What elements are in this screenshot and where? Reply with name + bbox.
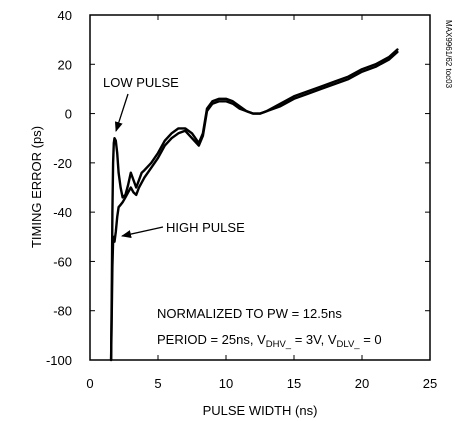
series-layer [109,48,399,362]
y-tick-label: -40 [53,205,72,220]
x-tick-label: 20 [355,376,369,391]
high-pulse-label: HIGH PULSE [166,220,245,235]
x-tick-label: 0 [86,376,93,391]
y-tick-label: -60 [53,254,72,269]
x-axis-ticks: 0 5 10 15 20 25 [86,15,437,391]
period-note: PERIOD = 25ns, VDHV_ = 3V, VDLV_ = 0 [157,332,382,350]
x-tick-label: 25 [423,376,437,391]
x-tick-label: 10 [219,376,233,391]
y-tick-label: -80 [53,304,72,319]
figure-id: MAX9961/62 toc03 [444,20,453,89]
dhv-subscript: DHV_ [266,339,292,350]
x-tick-label: 5 [154,376,161,391]
y-tick-label: 40 [58,8,72,23]
x-axis-title: PULSE WIDTH (ns) [203,403,318,418]
y-tick-label: 0 [65,107,72,122]
x-tick-label: 15 [287,376,301,391]
y-tick-label: -100 [46,353,72,368]
high-pulse-series-line [109,50,399,362]
normalization-note: NORMALIZED TO PW = 12.5ns [157,306,342,321]
dhv-value: = 3V, V [291,332,337,347]
y-axis-ticks: -100 -80 -60 -40 -20 0 20 40 [46,8,430,368]
dlv-subscript: DLV_ [337,339,361,350]
period-note-prefix: PERIOD = 25ns, V [157,332,266,347]
y-tick-label: 20 [58,57,72,72]
low-pulse-series-line [109,48,399,362]
low-pulse-label: LOW PULSE [103,75,179,90]
plot-frame [89,14,431,361]
y-tick-label: -20 [53,156,72,171]
dlv-value: = 0 [360,332,382,347]
y-axis-title: TIMING ERROR (ps) [29,126,44,248]
low-pulse-arrow [114,93,129,132]
high-pulse-arrow [121,226,164,238]
